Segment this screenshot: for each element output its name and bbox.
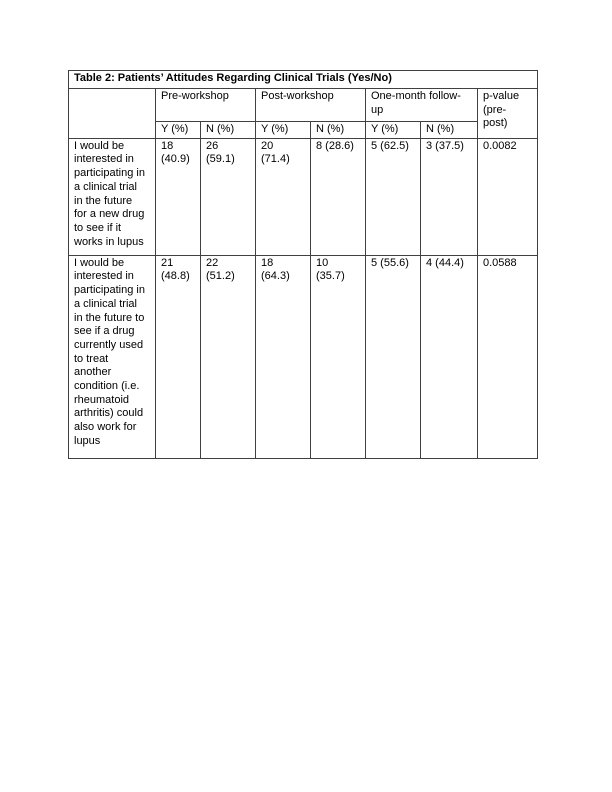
question-text: I would be interested in participating i… <box>74 256 145 447</box>
subheader-followup-no: N (%) <box>420 121 478 139</box>
post-yes-cell: 20 (71.4) <box>255 137 311 256</box>
post-no-cell: 10 (35.7) <box>310 254 366 459</box>
followup-no-cell: 4 (44.4) <box>420 254 478 459</box>
subheader-post-no: N (%) <box>310 121 366 139</box>
column-group-follow-up: One-month follow-up <box>365 88 478 122</box>
stub-header-cell <box>68 88 156 139</box>
pre-no-cell: 22 (51.2) <box>200 254 256 459</box>
pre-no-cell: 26 (59.1) <box>200 137 256 256</box>
subheader-post-yes: Y (%) <box>255 121 311 139</box>
table-row: I would be interested in participating i… <box>68 137 539 256</box>
followup-yes-cell: 5 (62.5) <box>365 137 421 256</box>
post-no-cell: 8 (28.6) <box>310 137 366 256</box>
p-value-header-cell: p-value (pre-post) <box>476 88 539 139</box>
pre-yes-cell: 18 (40.9) <box>155 137 201 256</box>
question-text: I would be interested in participating i… <box>74 139 145 248</box>
table-title: Table 2: Patients’ Attitudes Regarding C… <box>67 70 539 89</box>
column-group-post-workshop: Post-workshop <box>255 88 366 122</box>
pre-yes-cell: 21 (48.8) <box>155 254 201 459</box>
subheader-followup-yes: Y (%) <box>365 121 421 139</box>
attitudes-table: Table 2: Patients’ Attitudes Regarding C… <box>67 70 539 459</box>
p-value-cell: 0.0588 <box>476 254 539 459</box>
followup-yes-cell: 5 (55.6) <box>365 254 421 459</box>
post-yes-cell: 18 (64.3) <box>255 254 311 459</box>
subheader-pre-yes: Y (%) <box>155 121 201 139</box>
column-group-follow-up-label: One-month follow-up <box>371 90 461 116</box>
subheader-row: Y (%) N (%) Y (%) N (%) Y (%) N (%) <box>69 121 538 139</box>
followup-no-cell: 3 (37.5) <box>420 137 478 256</box>
question-cell: I would be interested in participating i… <box>68 137 156 256</box>
column-group-pre-workshop: Pre-workshop <box>155 88 256 122</box>
question-cell: I would be interested in participating i… <box>68 254 156 459</box>
table-title-row: Table 2: Patients’ Attitudes Regarding C… <box>67 70 539 89</box>
p-value-cell: 0.0082 <box>476 137 539 256</box>
table-row: I would be interested in participating i… <box>68 254 539 459</box>
column-group-header-row: Pre-workshop Post-workshop One-month fol… <box>68 88 539 139</box>
subheader-pre-no: N (%) <box>200 121 256 139</box>
p-value-header-label: p-value (pre-post) <box>483 90 520 130</box>
